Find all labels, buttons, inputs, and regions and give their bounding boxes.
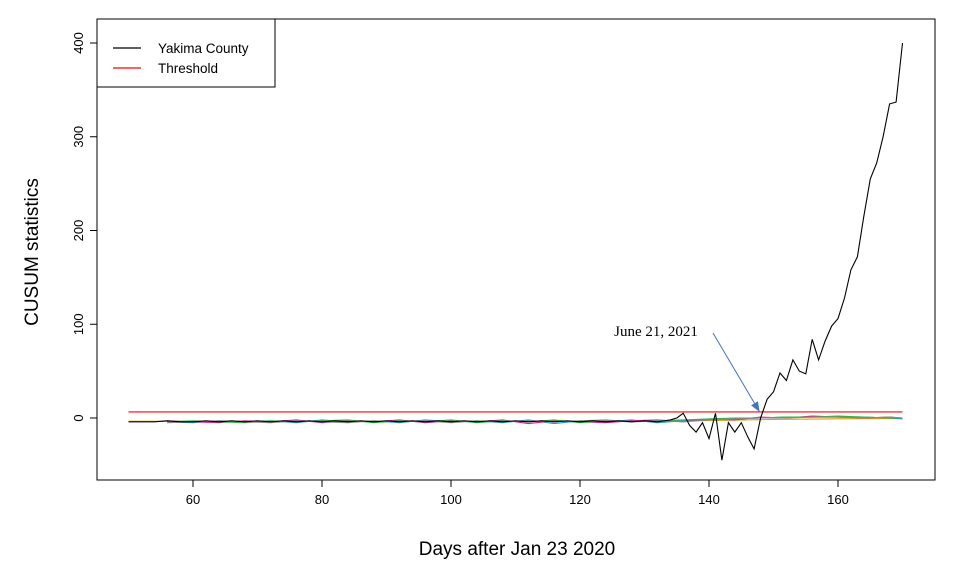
annotation: June 21, 2021 (614, 324, 761, 413)
y-tick-label: 300 (71, 126, 86, 148)
plot-frame (96, 18, 936, 481)
series-line-yakima-county (128, 42, 904, 461)
x-tick-label: 100 (440, 492, 462, 507)
annotation-text: June 21, 2021 (614, 324, 698, 340)
y-tick-label: 200 (71, 220, 86, 242)
annotation-arrowhead (751, 401, 760, 412)
legend-label-yakima-county: Yakima County (158, 41, 249, 56)
x-axis-label: Days after Jan 23 2020 (419, 539, 615, 560)
x-tick-label: 120 (569, 492, 591, 507)
legend: Yakima County Threshold (96, 18, 276, 88)
x-tick-label: 140 (698, 492, 720, 507)
y-axis-label: CUSUM statistics (22, 178, 43, 326)
legend-box (96, 18, 276, 88)
legend-label-threshold: Threshold (158, 61, 218, 76)
series-layer (128, 42, 904, 461)
x-tick-label: 80 (315, 492, 329, 507)
y-tick-label: 0 (71, 414, 86, 421)
y-tick-label: 400 (71, 32, 86, 54)
x-tick-label: 160 (827, 492, 849, 507)
annotation-arrow (712, 332, 761, 413)
axes-layer: 60 80 100 120 140 160 0 100 200 300 400 (71, 32, 849, 507)
y-tick-label: 100 (71, 313, 86, 335)
x-tick-label: 60 (186, 492, 200, 507)
